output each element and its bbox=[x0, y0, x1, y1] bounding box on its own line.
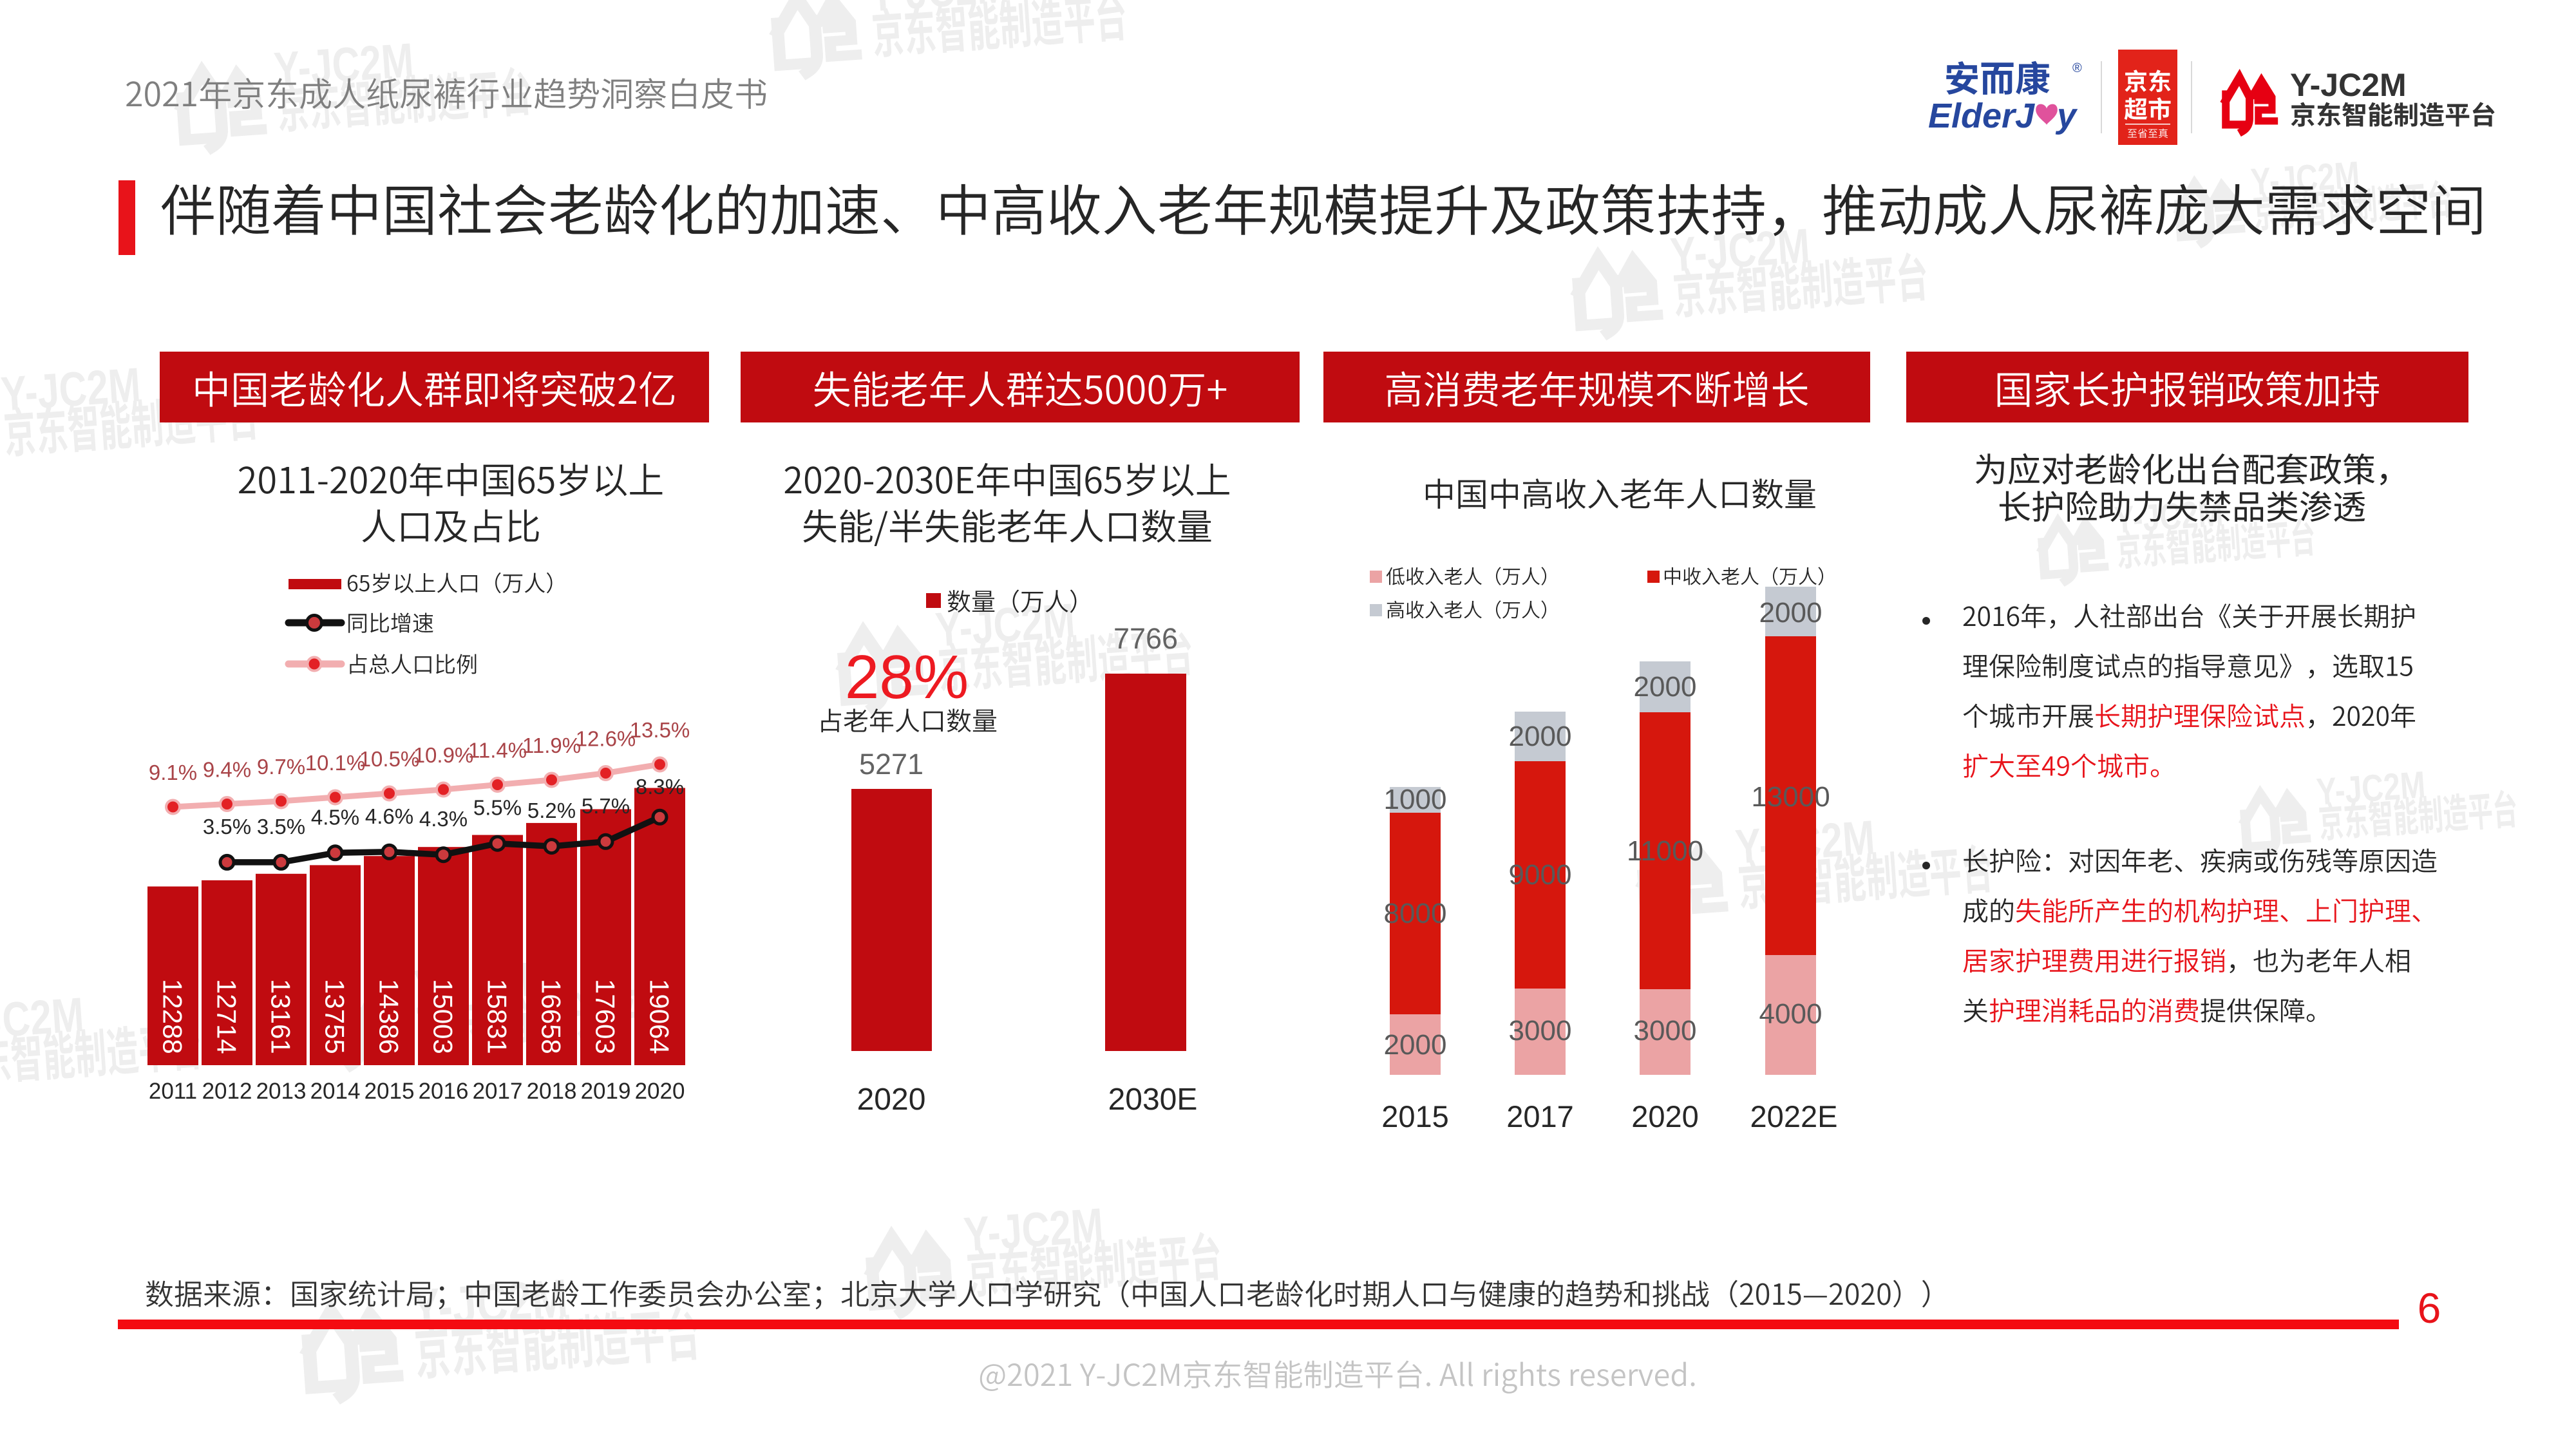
svg-text:2016: 2016 bbox=[419, 1079, 469, 1104]
svg-text:2020: 2020 bbox=[1631, 1099, 1699, 1133]
svg-text:19064: 19064 bbox=[645, 979, 675, 1054]
svg-text:5.2%: 5.2% bbox=[527, 799, 576, 822]
svg-text:28%: 28% bbox=[845, 643, 969, 712]
svg-text:10.9%: 10.9% bbox=[413, 743, 474, 767]
svg-text:13161: 13161 bbox=[266, 979, 296, 1054]
svg-text:16658: 16658 bbox=[536, 979, 567, 1054]
svg-text:11.9%: 11.9% bbox=[522, 734, 581, 757]
svg-text:2000: 2000 bbox=[1509, 721, 1572, 752]
svg-text:7766: 7766 bbox=[1113, 622, 1178, 655]
svg-text:5271: 5271 bbox=[859, 748, 923, 781]
svg-text:15003: 15003 bbox=[428, 979, 459, 1054]
svg-text:Y-JC2M: Y-JC2M bbox=[2290, 67, 2407, 103]
svg-text:13755: 13755 bbox=[320, 979, 350, 1054]
svg-text:10.5%: 10.5% bbox=[359, 747, 420, 771]
svg-text:10.1%: 10.1% bbox=[305, 751, 366, 775]
svg-text:13000: 13000 bbox=[1751, 781, 1830, 813]
svg-text:4.5%: 4.5% bbox=[311, 805, 359, 829]
svg-text:14386: 14386 bbox=[374, 979, 404, 1054]
svg-text:12288: 12288 bbox=[158, 979, 188, 1054]
svg-text:9000: 9000 bbox=[1509, 859, 1572, 891]
svg-text:2000: 2000 bbox=[1634, 671, 1697, 703]
svg-text:2000: 2000 bbox=[1384, 1029, 1447, 1061]
svg-text:8000: 8000 bbox=[1384, 898, 1447, 929]
svg-text:17603: 17603 bbox=[591, 979, 621, 1054]
svg-text:2018: 2018 bbox=[527, 1079, 577, 1104]
svg-text:1000: 1000 bbox=[1384, 784, 1447, 815]
svg-text:2022E: 2022E bbox=[1750, 1099, 1838, 1133]
svg-text:3000: 3000 bbox=[1634, 1015, 1697, 1046]
svg-text:2019: 2019 bbox=[581, 1079, 631, 1104]
svg-text:11000: 11000 bbox=[1627, 835, 1703, 867]
svg-text:15831: 15831 bbox=[482, 979, 513, 1054]
svg-text:2017: 2017 bbox=[1506, 1099, 1574, 1133]
svg-text:2011: 2011 bbox=[149, 1079, 197, 1104]
svg-text:2020: 2020 bbox=[635, 1079, 685, 1104]
svg-text:5.7%: 5.7% bbox=[582, 794, 630, 818]
svg-text:13.5%: 13.5% bbox=[630, 718, 690, 742]
svg-text:4.6%: 4.6% bbox=[365, 804, 413, 828]
svg-text:3000: 3000 bbox=[1509, 1015, 1572, 1046]
svg-text:12.6%: 12.6% bbox=[576, 727, 636, 751]
svg-text:2015: 2015 bbox=[1381, 1099, 1449, 1133]
svg-text:4.3%: 4.3% bbox=[419, 807, 468, 831]
svg-text:3.5%: 3.5% bbox=[203, 815, 251, 838]
svg-text:9.4%: 9.4% bbox=[203, 758, 251, 782]
svg-text:2014: 2014 bbox=[310, 1079, 361, 1104]
svg-text:®: ® bbox=[2072, 61, 2082, 75]
svg-text:ElderJ: ElderJ bbox=[1928, 97, 2035, 135]
svg-text:2000: 2000 bbox=[1759, 597, 1823, 629]
svg-text:9.1%: 9.1% bbox=[149, 761, 197, 784]
svg-text:5.5%: 5.5% bbox=[473, 796, 522, 820]
svg-text:2030E: 2030E bbox=[1108, 1083, 1198, 1117]
svg-text:6: 6 bbox=[2418, 1284, 2441, 1332]
svg-text:9.7%: 9.7% bbox=[257, 755, 305, 779]
svg-text:11.4%: 11.4% bbox=[468, 739, 527, 762]
svg-text:2020: 2020 bbox=[857, 1083, 926, 1117]
svg-text:8.3%: 8.3% bbox=[636, 775, 684, 799]
svg-text:12714: 12714 bbox=[212, 979, 242, 1054]
svg-text:y: y bbox=[2055, 97, 2078, 135]
svg-text:2015: 2015 bbox=[365, 1079, 415, 1104]
svg-text:2017: 2017 bbox=[473, 1079, 523, 1104]
svg-text:2012: 2012 bbox=[202, 1079, 252, 1104]
svg-text:2013: 2013 bbox=[256, 1079, 307, 1104]
svg-text:3.5%: 3.5% bbox=[257, 815, 305, 838]
svg-text:4000: 4000 bbox=[1759, 998, 1823, 1030]
